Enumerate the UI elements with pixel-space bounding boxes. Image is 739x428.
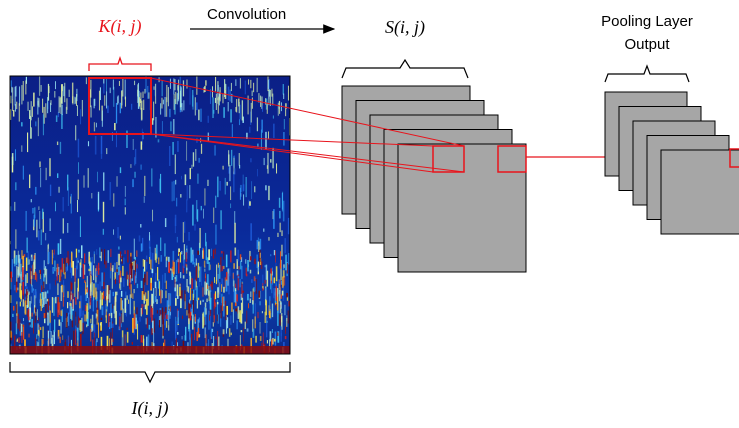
pooling-label-line2: Output bbox=[624, 36, 670, 53]
projection-line-mid-top bbox=[150, 133, 434, 147]
feature-map-stack bbox=[341, 85, 527, 273]
projection-line-top bbox=[150, 77, 465, 147]
kernel-label: K(i, j) bbox=[98, 16, 142, 36]
pooling-stack bbox=[604, 91, 739, 235]
pooling-label-line1: Pooling Layer bbox=[601, 13, 693, 30]
projection-line-bottom bbox=[150, 133, 465, 173]
projection-line-mid-bottom bbox=[150, 133, 434, 173]
feature-map-brace bbox=[341, 58, 469, 79]
feature-map-cell bbox=[432, 145, 465, 173]
pooled-cell bbox=[729, 148, 739, 168]
kernel-window bbox=[88, 77, 152, 135]
feature-map-label: S(i, j) bbox=[385, 17, 425, 37]
convolution-label: Convolution bbox=[207, 6, 287, 23]
kernel-brace bbox=[88, 55, 152, 71]
input-brace bbox=[9, 362, 291, 384]
pooling-map bbox=[660, 149, 739, 235]
pooling-brace bbox=[604, 64, 690, 83]
spectrogram-texture bbox=[9, 76, 291, 354]
projection-lines bbox=[150, 77, 465, 173]
feature-map bbox=[397, 143, 527, 273]
spectrogram-border bbox=[9, 75, 291, 355]
input-label: I(i, j) bbox=[131, 398, 169, 418]
pooling-window bbox=[497, 145, 527, 173]
